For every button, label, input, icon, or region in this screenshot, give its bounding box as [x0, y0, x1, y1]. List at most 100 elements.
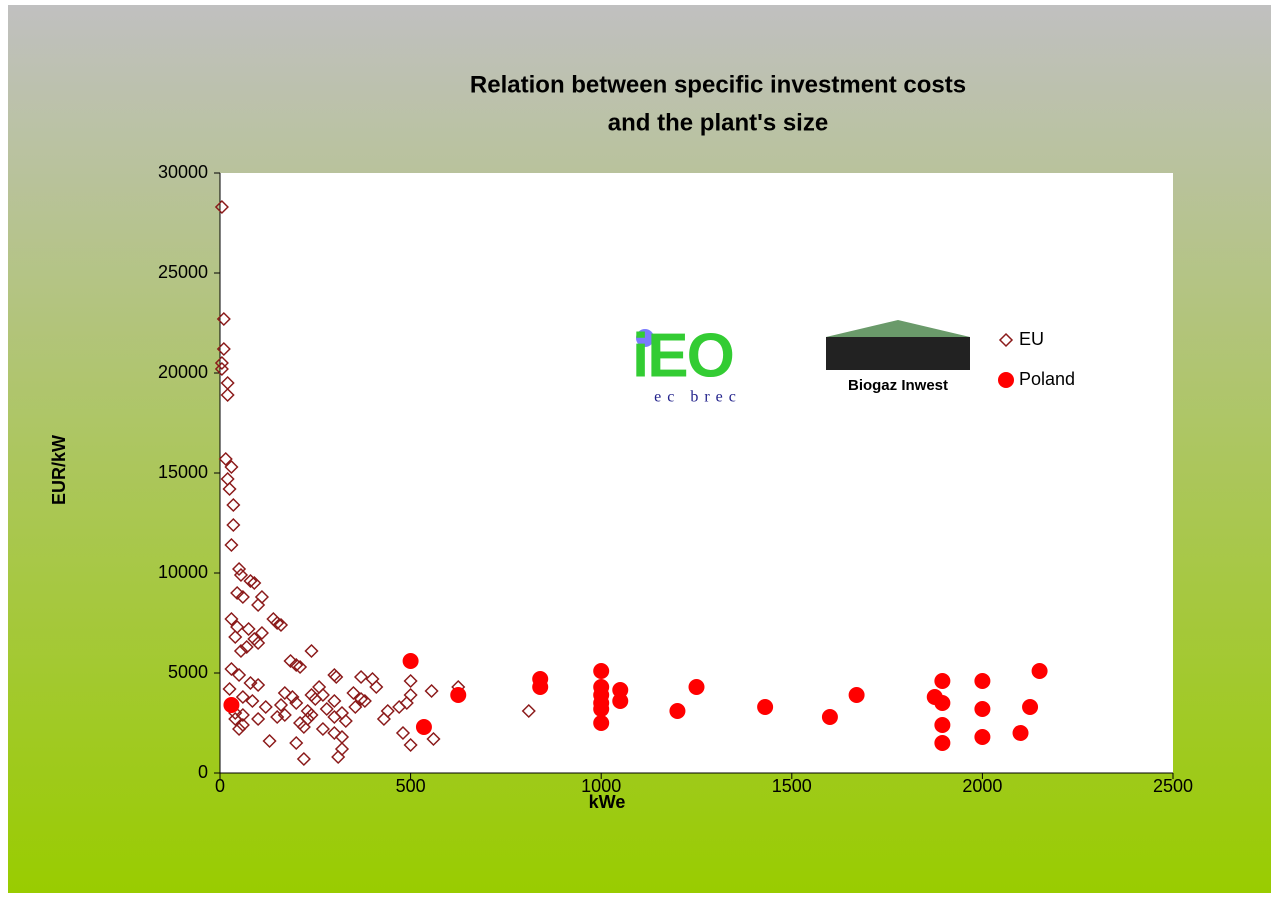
- point: [222, 481, 237, 497]
- plot-area: [220, 173, 1173, 773]
- x-tick-label: 1500: [772, 776, 812, 796]
- point: [230, 585, 245, 601]
- point: [235, 717, 250, 733]
- chart-title: and the plant's size: [608, 109, 828, 136]
- point: [399, 695, 414, 711]
- point: [593, 715, 610, 731]
- point: [273, 697, 289, 713]
- logo-text: Biogaz Inwest: [848, 377, 948, 394]
- x-tick-label: 500: [396, 776, 426, 796]
- point: [357, 693, 372, 709]
- point: [688, 679, 705, 695]
- legend-label: EU: [1019, 329, 1044, 349]
- point: [593, 663, 610, 679]
- logo-dot: [636, 329, 654, 347]
- y-tick-label: 10000: [158, 562, 208, 582]
- point: [289, 657, 304, 673]
- point: [315, 687, 330, 703]
- point: [304, 707, 319, 723]
- chart-title: Relation between specific investment cos…: [470, 71, 966, 98]
- point: [214, 199, 229, 215]
- point: [329, 669, 344, 685]
- point: [934, 735, 951, 751]
- point: [223, 697, 240, 713]
- point: [262, 733, 277, 749]
- point: [612, 693, 629, 709]
- point: [226, 497, 241, 513]
- point: [319, 701, 334, 717]
- point: [296, 751, 311, 767]
- point: [251, 635, 266, 651]
- legend-marker: [998, 332, 1014, 348]
- point: [224, 661, 239, 677]
- point: [346, 685, 361, 701]
- point: [338, 713, 353, 729]
- point: [218, 451, 233, 467]
- x-tick-label: 2500: [1153, 776, 1193, 796]
- point: [233, 643, 249, 659]
- point: [231, 667, 247, 683]
- point: [304, 643, 319, 659]
- point: [450, 687, 467, 703]
- point: [243, 675, 258, 691]
- point: [228, 629, 243, 645]
- logo-caption: ec brec: [654, 389, 742, 406]
- point: [315, 721, 330, 737]
- point: [934, 695, 951, 711]
- point: [220, 387, 235, 403]
- point: [296, 719, 311, 735]
- point: [270, 709, 285, 725]
- point: [245, 693, 260, 709]
- y-tick-label: 20000: [158, 362, 208, 382]
- y-tick-label: 25000: [158, 262, 208, 282]
- point: [593, 701, 610, 717]
- point: [289, 735, 304, 751]
- point: [327, 709, 342, 725]
- point: [214, 355, 229, 371]
- point: [292, 659, 308, 675]
- point: [934, 717, 951, 733]
- point: [251, 597, 266, 613]
- y-tick-label: 0: [198, 762, 208, 782]
- point: [974, 673, 991, 689]
- point: [353, 691, 369, 707]
- point: [369, 679, 384, 695]
- point: [285, 689, 300, 705]
- legend-marker: [998, 372, 1014, 388]
- point: [233, 567, 249, 583]
- point: [251, 711, 266, 727]
- logo-roof: [826, 320, 970, 337]
- x-tick-label: 0: [215, 776, 225, 796]
- point: [254, 625, 269, 641]
- point: [327, 725, 342, 741]
- point: [395, 725, 411, 741]
- point: [241, 621, 256, 637]
- point: [270, 615, 285, 631]
- point: [251, 677, 266, 693]
- x-tick-label: 2000: [962, 776, 1002, 796]
- point: [235, 589, 250, 605]
- point: [224, 611, 239, 627]
- point: [226, 517, 241, 533]
- point: [224, 459, 239, 475]
- point: [235, 689, 250, 705]
- point: [757, 699, 774, 715]
- point: [243, 573, 258, 589]
- x-tick-label: 1000: [581, 776, 621, 796]
- logo-biogaz: Biogaz Inwest: [826, 320, 970, 394]
- point: [289, 695, 304, 711]
- y-tick-label: 30000: [158, 162, 208, 182]
- point: [415, 719, 432, 735]
- point: [669, 703, 686, 719]
- point: [403, 673, 418, 689]
- legend-label: Poland: [1019, 369, 1075, 389]
- point: [348, 699, 363, 715]
- point: [521, 703, 536, 719]
- x-axis-title: kWe: [589, 792, 626, 812]
- point: [353, 669, 369, 685]
- point: [283, 653, 298, 669]
- point: [224, 537, 239, 553]
- point: [247, 575, 262, 591]
- point: [231, 561, 247, 577]
